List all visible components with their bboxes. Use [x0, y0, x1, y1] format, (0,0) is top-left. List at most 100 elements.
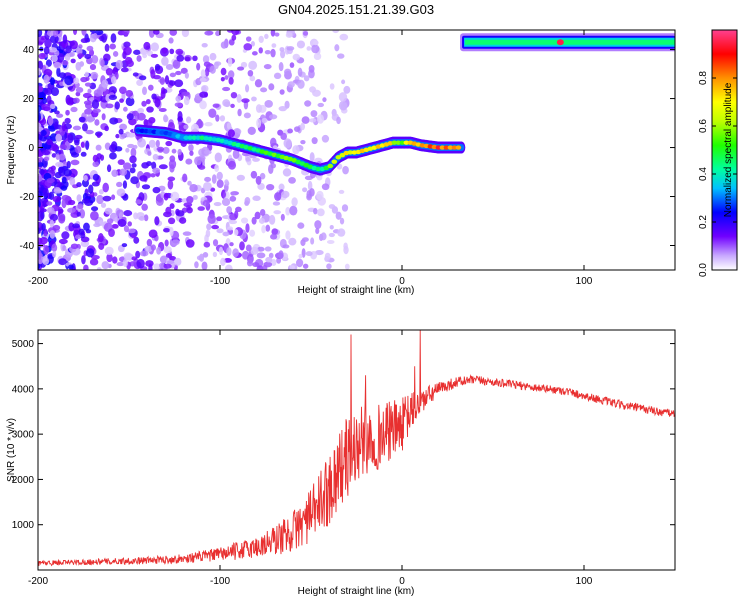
x-tick-label: -100 [210, 276, 230, 287]
heatmap-noise-cell [38, 162, 44, 167]
heatmap-ridge-core [399, 140, 406, 145]
heatmap-noise-cell [86, 114, 95, 123]
x-tick-label: -100 [210, 576, 230, 587]
heatmap-noise-cell [139, 175, 148, 182]
heatmap-ridge-core [455, 145, 462, 150]
colorbar-tick-label: 0.6 [698, 119, 709, 133]
heatmap-noise-cell [74, 134, 83, 140]
heatmap-ridge-core [451, 145, 458, 150]
heatmap-noise-cell [52, 224, 61, 231]
heatmap-noise-cell [268, 252, 274, 259]
heatmap-ridge-core [195, 135, 201, 140]
heatmap-noise-cell [132, 72, 139, 77]
heatmap-noise-cell [119, 86, 127, 95]
heatmap-noise-cell [305, 251, 313, 257]
heatmap-noise-cell [61, 231, 70, 240]
heatmap-noise-cell [220, 76, 225, 82]
heatmap-noise-cell [245, 36, 252, 42]
heatmap-noise-cell [227, 226, 234, 231]
heatmap-ridge-core [327, 163, 334, 169]
spectrogram-frame [37, 29, 676, 271]
heatmap-noise-cell [80, 141, 85, 148]
heatmap-noise-cell [203, 241, 211, 248]
heatmap-noise-cell [332, 30, 340, 34]
heatmap-noise-cell [313, 207, 318, 215]
heatmap-noise-cell [159, 77, 166, 85]
heatmap-ridge-core [339, 152, 346, 158]
heatmap-noise-cell [329, 225, 334, 230]
heatmap-noise-cell [90, 211, 99, 221]
heatmap-noise-cell [143, 214, 149, 222]
x-tick-label: -200 [28, 276, 48, 287]
heatmap-noise-cell [301, 116, 310, 124]
heatmap-noise-cell [165, 63, 174, 70]
heatmap-noise-cell [46, 30, 55, 37]
heatmap-noise-cell [137, 112, 146, 121]
heatmap-noise-cell [337, 53, 345, 59]
heatmap-noise-cell [73, 77, 80, 85]
heatmap-noise-cell [75, 86, 84, 93]
heatmap-noise-cell [265, 224, 271, 232]
heatmap-noise-cell [105, 67, 113, 76]
colorbar-tick-label: 0.2 [698, 215, 709, 229]
heatmap-noise-cell [302, 263, 309, 269]
y-tick-label: 40 [23, 45, 35, 56]
heatmap-noise-cell [84, 53, 92, 60]
heatmap-noise-cell [270, 30, 276, 37]
heatmap-noise-cell [315, 227, 320, 235]
heatmap-ridge-core [439, 145, 446, 150]
heatmap-ridge-core [435, 145, 442, 150]
heatmap-noise-cell [338, 100, 348, 111]
heatmap-noise-cell [50, 87, 60, 97]
heatmap-noise-cell [45, 59, 52, 67]
heatmap-noise-cell [38, 199, 41, 209]
heatmap-noise-cell [67, 133, 74, 144]
heatmap-noise-cell [198, 165, 206, 170]
heatmap-noise-cell [289, 62, 295, 68]
heatmap-noise-cell [244, 196, 251, 205]
heatmap-noise-cell [115, 133, 120, 139]
heatmap-noise-cell [41, 222, 46, 231]
heatmap-noise-cell [136, 79, 144, 86]
heatmap-noise-cell [317, 102, 325, 108]
heatmap-noise-cell [258, 35, 264, 44]
heatmap-noise-cell [38, 91, 46, 100]
heatmap-noise-cell [270, 137, 277, 148]
heatmap-noise-cell [55, 153, 60, 161]
heatmap-noise-cell [154, 97, 161, 108]
heatmap-noise-cell [221, 191, 226, 199]
heatmap-noise-cell [289, 205, 298, 216]
heatmap-noise-cell [97, 233, 104, 243]
heatmap-noise-cell [152, 167, 161, 174]
heatmap-noise-cell [151, 93, 157, 100]
heatmap-noise-cell [148, 84, 154, 91]
heatmap-noise-cell [75, 145, 82, 154]
heatmap-noise-cell [38, 85, 44, 93]
heatmap-noise-cell [237, 108, 242, 117]
heatmap-noise-cell [76, 182, 82, 188]
heatmap-noise-cell [61, 176, 67, 184]
heatmap-noise-cell [91, 206, 99, 212]
heatmap-noise-cell [163, 227, 171, 233]
heatmap-noise-cell [123, 210, 133, 217]
x-tick-label: -200 [28, 576, 48, 587]
heatmap-noise-cell [312, 40, 319, 46]
heatmap-noise-cell [190, 123, 199, 134]
heatmap-noise-cell [135, 199, 143, 205]
heatmap-noise-cell [255, 104, 263, 113]
heatmap-noise-cell [284, 68, 292, 76]
heatmap-noise-cell [321, 134, 330, 143]
heatmap-noise-cell [189, 150, 194, 156]
heatmap-noise-cell [70, 106, 78, 113]
heatmap-noise-cell [211, 224, 219, 230]
heatmap-noise-cell [300, 140, 306, 145]
heatmap-noise-cell [41, 150, 51, 156]
heatmap-noise-cell [201, 42, 208, 48]
heatmap-noise-cell [44, 38, 52, 49]
heatmap-noise-cell [116, 181, 123, 188]
heatmap-noise-cell [158, 164, 168, 170]
heatmap-noise-cell [205, 229, 211, 238]
heatmap-noise-cell [69, 176, 76, 186]
heatmap-noise-cell [62, 34, 68, 44]
heatmap-ridge-core [187, 135, 193, 140]
